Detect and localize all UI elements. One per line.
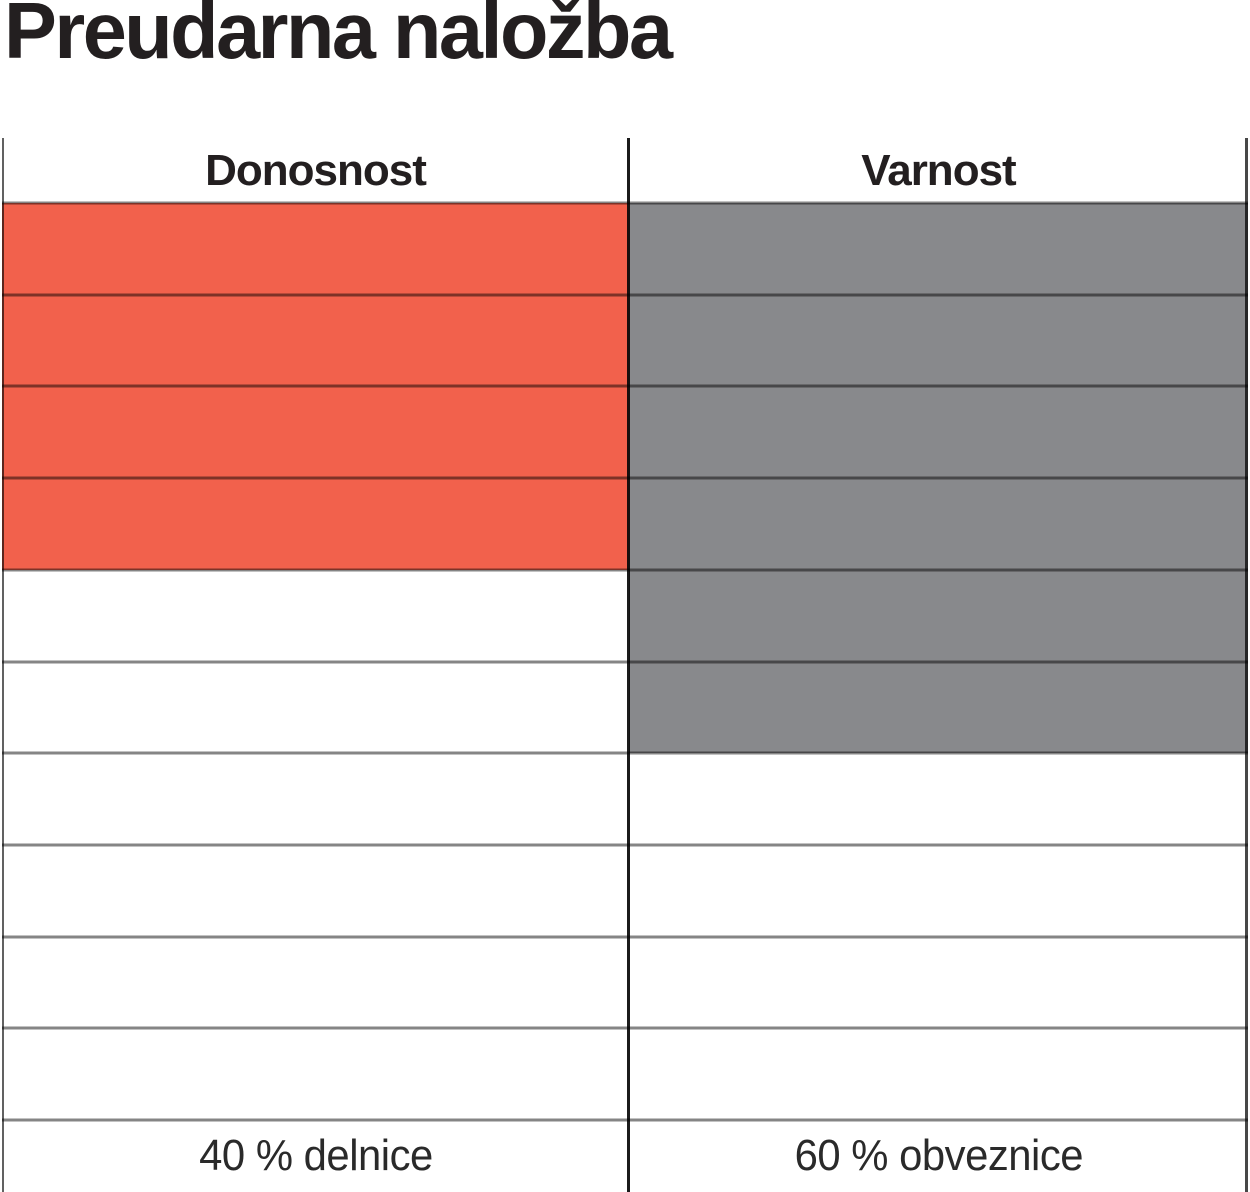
chart-columns: Donosnost 40 % delnice Varnost 60 % obve… <box>2 138 1248 1192</box>
grid-cell-donosnost-9 <box>2 937 629 1029</box>
footer-label-obveznice: 60 % obveznice <box>794 1130 1083 1180</box>
grid-cell-donosnost-7 <box>2 753 629 845</box>
grid-cell-donosnost-3 <box>2 386 629 479</box>
footer-label-delnice: 40 % delnice <box>198 1130 433 1180</box>
column-header-varnost: Varnost <box>861 145 1016 195</box>
grid-cell-donosnost-8 <box>2 845 629 937</box>
cells-varnost <box>629 203 1248 1120</box>
grid-cell-donosnost-10 <box>2 1028 629 1120</box>
column-header-donosnost: Donosnost <box>205 145 427 195</box>
grid-cell-varnost-3 <box>629 386 1248 479</box>
grid-cell-varnost-6 <box>629 661 1248 754</box>
column-donosnost: Donosnost 40 % delnice <box>2 138 629 1192</box>
grid-cell-donosnost-6 <box>2 661 629 753</box>
grid-cell-donosnost-5 <box>2 570 629 662</box>
grid-cell-varnost-10 <box>629 1028 1248 1120</box>
grid-cell-varnost-7 <box>629 753 1248 845</box>
allocation-chart: Donosnost 40 % delnice Varnost 60 % obve… <box>2 138 1248 1192</box>
page-title: Preudarna naložba <box>4 0 673 75</box>
footer-varnost: 60 % obveznice <box>629 1120 1248 1192</box>
grid-cell-varnost-8 <box>629 845 1248 937</box>
grid-cell-donosnost-1 <box>2 203 629 295</box>
grid-cell-donosnost-4 <box>2 478 629 570</box>
cells-donosnost <box>2 203 629 1120</box>
grid-cell-varnost-5 <box>629 569 1248 662</box>
grid-cell-varnost-2 <box>629 294 1248 387</box>
grid-cell-donosnost-2 <box>2 294 629 387</box>
grid-cell-varnost-9 <box>629 937 1248 1029</box>
column-varnost: Varnost 60 % obveznice <box>629 138 1248 1192</box>
grid-cell-varnost-1 <box>629 203 1248 295</box>
footer-donosnost: 40 % delnice <box>2 1120 629 1192</box>
grid-cell-varnost-4 <box>629 478 1248 570</box>
